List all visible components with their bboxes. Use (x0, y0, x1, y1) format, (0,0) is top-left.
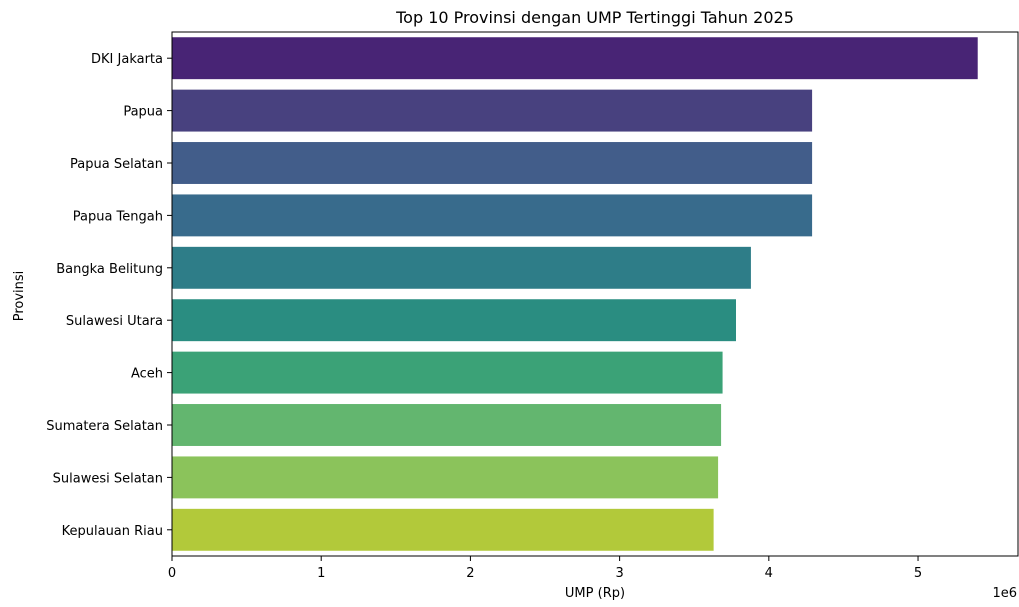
y-tick-labels: DKI Jakarta Papua Papua Selatan Papua Tenga… (46, 52, 172, 539)
x-tick-label: 0 (168, 566, 176, 581)
x-tick-label: 4 (765, 566, 773, 581)
bar-aceh (172, 351, 723, 394)
bar-sulawesi-utara (172, 299, 736, 342)
y-tick-label: Papua (123, 105, 163, 120)
bar-papua-selatan (172, 142, 813, 184)
x-tick-label: 2 (466, 566, 474, 581)
bar-papua-tengah (172, 194, 813, 237)
bar-sulawesi-selatan (172, 456, 719, 499)
bar-kepulauan-riau (172, 508, 714, 551)
y-tick-label: Bangka Belitung (56, 262, 163, 277)
plot-frame (171, 31, 1019, 557)
bar-sumatera-selatan (172, 404, 722, 446)
chart-title: Top 10 Provinsi dengan UMP Tertinggi Tah… (395, 8, 794, 27)
x-tick-labels: 0 1 2 3 4 5 (168, 556, 922, 581)
x-axis-label: UMP (Rp) (565, 586, 625, 601)
y-tick-label: Sumatera Selatan (46, 419, 163, 434)
bar-papua (172, 89, 813, 132)
y-tick-label: DKI Jakarta (91, 52, 163, 67)
x-tick-label: 3 (615, 566, 623, 581)
x-scale-label: 1e6 (992, 586, 1017, 601)
y-tick-label: Kepulauan Riau (62, 524, 163, 539)
y-tick-label: Sulawesi Utara (66, 314, 163, 329)
y-tick-label: Sulawesi Selatan (53, 471, 163, 486)
x-tick-label: 5 (914, 566, 922, 581)
y-tick-label: Papua Selatan (70, 157, 163, 172)
y-tick-label: Aceh (131, 367, 163, 382)
bar-bangka-belitung (172, 246, 751, 289)
y-tick-label: Papua Tengah (73, 209, 163, 224)
x-tick-label: 1 (317, 566, 325, 581)
bars-group (172, 37, 978, 551)
y-axis-label: Provinsi (12, 271, 27, 322)
bar-dki-jakarta (172, 37, 978, 80)
